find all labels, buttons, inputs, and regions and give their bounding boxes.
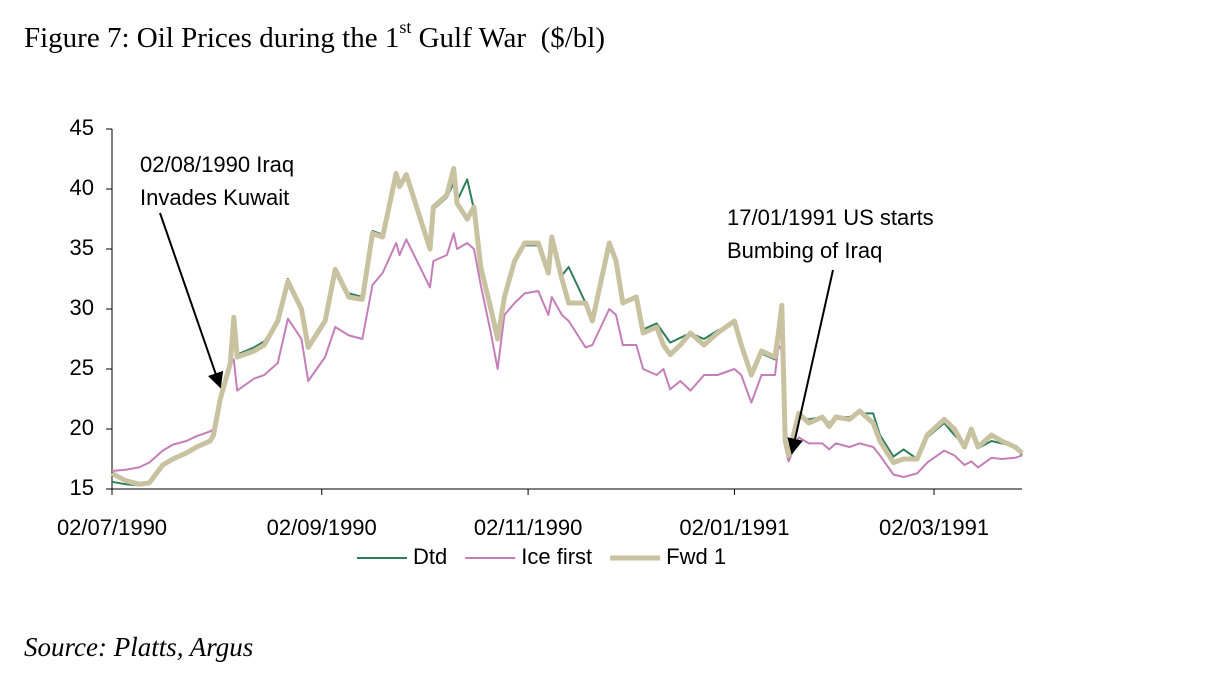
x-tick-label: 02/01/1991 [679, 515, 789, 540]
x-tick-label: 02/11/1990 [474, 515, 582, 540]
y-tick-label: 25 [70, 355, 94, 380]
annotation-arrow [787, 269, 834, 455]
annotation-text: Invades Kuwait [140, 185, 289, 210]
chart-title: Figure 7: Oil Prices during the 1st Gulf… [24, 17, 605, 54]
title-part: Figure 7: Oil Prices during the 1 [24, 22, 399, 54]
title-superscript: st [399, 17, 411, 37]
x-tick-label: 02/03/1991 [879, 515, 989, 540]
y-tick-label: 30 [70, 295, 94, 320]
source-note: Source: Platts, Argus [24, 632, 253, 662]
y-tick-label: 35 [70, 235, 94, 260]
series-line [110, 166, 1024, 487]
title-part: Gulf War ($/bl) [411, 22, 605, 54]
y-tick-label: 45 [70, 115, 94, 140]
x-tick-label: 02/07/1990 [57, 515, 167, 540]
series-line [111, 232, 1023, 478]
x-tick-label: 02/09/1990 [267, 515, 377, 540]
legend-label: Dtd [413, 544, 447, 569]
legend-label: Fwd 1 [666, 544, 726, 569]
annotation-text: Bumbing of Iraq [727, 238, 882, 263]
y-tick-label: 15 [70, 475, 94, 500]
y-tick-label: 40 [70, 175, 94, 200]
annotation-text: 17/01/1991 US starts [727, 205, 934, 230]
y-tick-label: 20 [70, 415, 94, 440]
annotation-text: 02/08/1990 Iraq [140, 152, 294, 177]
legend-label: Ice first [521, 544, 592, 569]
annotation-arrow [159, 212, 224, 389]
